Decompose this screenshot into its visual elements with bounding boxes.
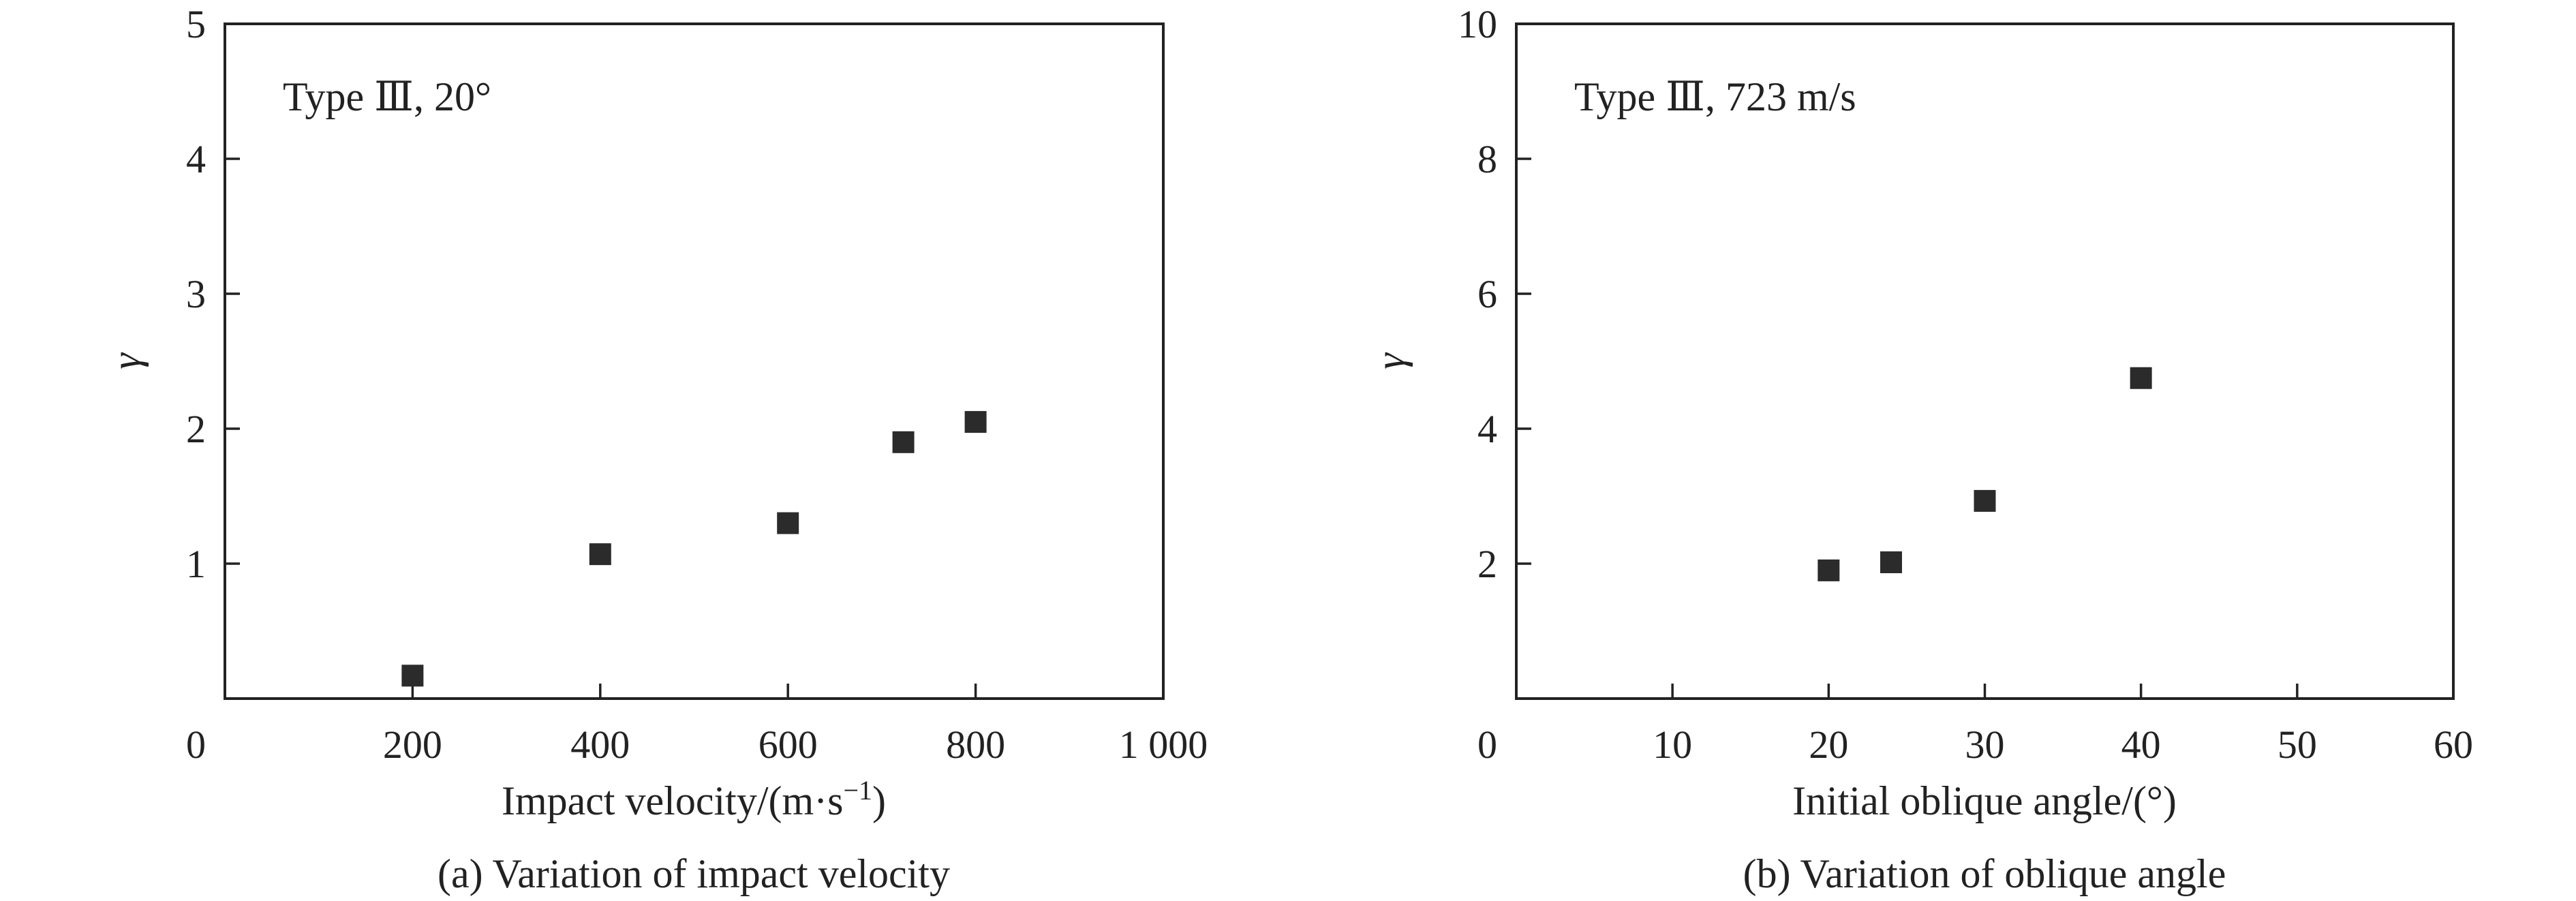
- panel-b-y-tick-label: 8: [1477, 137, 1497, 181]
- panel-a-y-tick-label: 5: [186, 2, 206, 46]
- panel-a-data-point: [401, 665, 424, 687]
- panel-b-data-point: [1974, 489, 1996, 512]
- panel-a-x-axis-label-main: Impact velocity/(m·s: [502, 778, 844, 823]
- panel-a-y-ticks: 1 2 3 4 5: [186, 2, 240, 586]
- panel-a-x-axis-label: Impact velocity/(m·s−1): [502, 775, 886, 824]
- panel-a-x-tick-label: 200: [383, 722, 442, 767]
- panel-b: 2 4 6 8 10 0 10 20 30 40 50 60 Type Ⅲ, 723 m/s γ I…: [1368, 2, 2473, 896]
- panel-b-annotation: Type Ⅲ, 723 m/s: [1574, 74, 1856, 119]
- panel-b-data-point: [2130, 367, 2152, 389]
- panel-a-annotation: Type Ⅲ, 20°: [283, 74, 491, 119]
- panel-a-x-tick-label: 600: [758, 722, 818, 767]
- panel-b-x-ticks: 0 10 20 30 40 50 60: [1477, 684, 2473, 767]
- panel-b-y-tick-label: 10: [1458, 2, 1497, 46]
- panel-b-x-tick-label: 30: [1965, 722, 2005, 767]
- panel-b-y-tick-label: 4: [1477, 407, 1497, 451]
- panel-b-x-tick-label: 10: [1653, 722, 1692, 767]
- panel-a-x-ticks: 0 200 400 600 800 1 000: [186, 684, 1208, 767]
- panel-b-x-tick-label: 0: [1477, 722, 1497, 767]
- panel-b-x-tick-label: 20: [1809, 722, 1848, 767]
- panel-b-x-tick-label: 50: [2278, 722, 2317, 767]
- panel-a-x-axis-label-sup: −1: [843, 775, 872, 806]
- panel-b-data-point: [1818, 559, 1840, 581]
- panel-a-y-tick-label: 2: [186, 407, 206, 451]
- panel-b-y-tick-label: 6: [1477, 272, 1497, 316]
- panel-a-y-tick-label: 3: [186, 272, 206, 316]
- panel-b-x-tick-label: 60: [2434, 722, 2473, 767]
- panel-a-data-point: [964, 411, 987, 433]
- panel-a-x-tick-label: 800: [946, 722, 1005, 767]
- panel-b-markers: [1818, 367, 2152, 581]
- panel-a-data-point: [589, 543, 611, 566]
- panel-b-data-point: [1880, 551, 1902, 574]
- panel-a-x-tick-label: 1 000: [1119, 722, 1208, 767]
- panel-a: 1 2 3 4 5 0 200 400 600 800 1 000 Type Ⅲ, 20° γ I…: [104, 2, 1208, 896]
- panel-a-markers: [401, 411, 987, 687]
- panel-a-x-tick-label: 400: [570, 722, 630, 767]
- panel-b-y-tick-label: 2: [1477, 542, 1497, 586]
- panel-a-data-point: [892, 431, 915, 453]
- panel-a-y-axis-label: γ: [104, 352, 149, 369]
- panel-b-plot-frame: [1515, 22, 2455, 700]
- panel-b-x-axis-label-main: Initial oblique angle/(°): [1792, 778, 2177, 823]
- panel-a-x-axis-label-end: ): [872, 778, 886, 823]
- panel-a-x-tick-label: 0: [186, 722, 206, 767]
- panel-a-plot-frame: [224, 22, 1165, 700]
- panel-b-x-tick-label: 40: [2121, 722, 2161, 767]
- panel-a-data-point: [777, 512, 799, 534]
- panel-b-y-ticks: 2 4 6 8 10: [1458, 2, 1531, 586]
- panel-b-x-axis-label: Initial oblique angle/(°): [1792, 778, 2177, 823]
- panel-b-y-axis-label: γ: [1368, 352, 1413, 369]
- panel-b-caption: (b) Variation of oblique angle: [1743, 851, 2226, 896]
- panel-a-y-tick-label: 4: [186, 137, 206, 181]
- panel-a-y-tick-label: 1: [186, 542, 206, 586]
- panel-a-caption: (a) Variation of impact velocity: [438, 851, 950, 896]
